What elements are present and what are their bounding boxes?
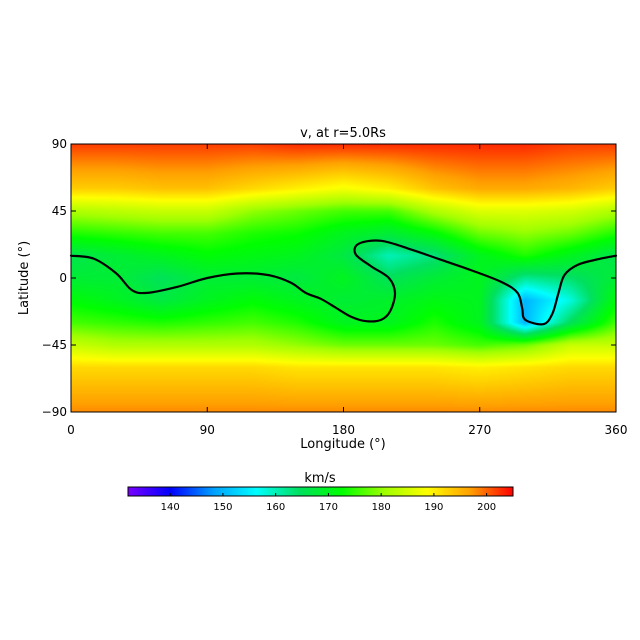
plot-area <box>69 143 618 413</box>
y-tick-label: 90 <box>52 137 67 151</box>
y-tick-label: 45 <box>52 204 67 218</box>
y-tick-label: −45 <box>42 338 67 352</box>
colorbar-tick-label: 200 <box>477 502 496 513</box>
x-tick-label: 90 <box>200 423 215 437</box>
x-tick-label: 360 <box>605 423 628 437</box>
colorbar-tick-label: 170 <box>319 502 338 513</box>
x-axis: 0 90 180 270 360 <box>67 144 627 437</box>
colorbar-label: km/s <box>304 471 336 486</box>
colorbar-ticks: 140 150 160 170 180 190 200 <box>161 493 496 513</box>
colorbar-tick-label: 140 <box>161 502 180 513</box>
colorbar-gradient <box>128 487 513 496</box>
y-tick-label: −90 <box>42 405 67 419</box>
neutral-line <box>69 239 618 326</box>
colorbar-tick-label: 160 <box>266 502 285 513</box>
speed-heatmap <box>71 144 616 412</box>
colorbar: km/s 140 150 160 170 180 190 200 <box>127 471 514 513</box>
colorbar-tick-label: 180 <box>372 502 391 513</box>
y-axis-label: Latitude (°) <box>17 241 32 315</box>
chart-title: v, at r=5.0Rs <box>300 126 386 141</box>
y-tick-label: 0 <box>59 271 67 285</box>
x-tick-label: 0 <box>67 423 75 437</box>
x-tick-label: 270 <box>468 423 491 437</box>
colorbar-tick-label: 190 <box>424 502 443 513</box>
colorbar-frame <box>127 486 514 497</box>
x-axis-label: Longitude (°) <box>300 437 385 452</box>
y-axis: −90 −45 0 45 90 <box>42 137 616 419</box>
colorbar-tick-label: 150 <box>213 502 232 513</box>
x-tick-label: 180 <box>332 423 355 437</box>
